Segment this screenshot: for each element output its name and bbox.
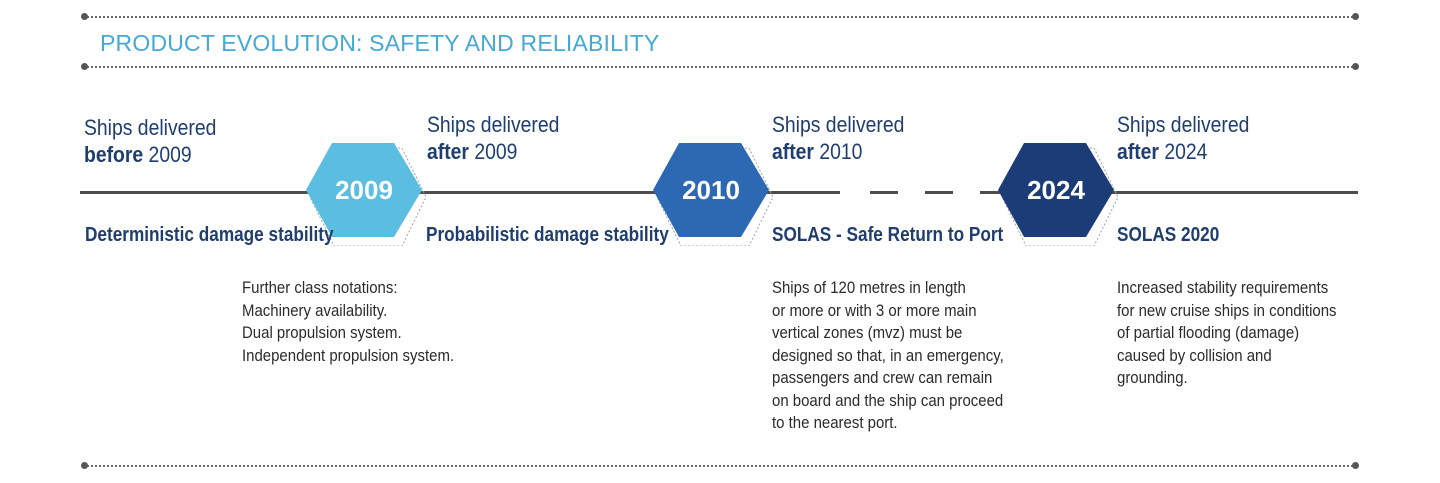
note-line: Increased stability requirements	[1117, 278, 1329, 297]
timeline-dash	[760, 191, 840, 194]
note-line: on board and the ship can proceed	[772, 390, 1004, 410]
note-line: grounding.	[1117, 368, 1188, 387]
divider-dot	[81, 63, 88, 70]
stage-heading-year: 2010	[813, 139, 863, 164]
note-line: or more or with 3 or more main	[772, 300, 977, 320]
note-line: for new cruise ships in conditions	[1117, 300, 1337, 320]
title-divider	[84, 66, 1356, 68]
timeline-dash	[980, 191, 1010, 194]
stage-heading-year: 2024	[1158, 139, 1208, 164]
stage-heading-line: Ships delivered	[84, 115, 217, 140]
stage-heading-line: Ships delivered	[427, 112, 560, 137]
milestone-year: 2009	[335, 175, 393, 205]
timeline-line	[1060, 191, 1358, 194]
divider-dot	[1352, 63, 1359, 70]
stage-heading-line: Ships delivered	[1117, 112, 1250, 137]
note-line: Further class notations:	[242, 278, 398, 297]
note-line: Independent propulsion system.	[242, 345, 455, 365]
stage-heading: Ships delivered before 2009	[84, 114, 216, 168]
stage-heading-year: 2009	[143, 142, 192, 167]
page-title: PRODUCT EVOLUTION: SAFETY AND RELIABILIT…	[100, 30, 660, 56]
divider-dot	[1352, 13, 1359, 20]
stage-heading-line: after 2010	[772, 138, 904, 165]
stage-heading-bold: before	[84, 142, 144, 167]
note-line: to the nearest port.	[772, 413, 898, 432]
stage-heading-line: before 2009	[84, 141, 216, 168]
note-line: Dual propulsion system.	[242, 323, 402, 342]
safe-return-note: Ships of 120 metres in length or more or…	[772, 277, 1004, 435]
note-line: passengers and crew can remain	[772, 368, 993, 387]
stage-label: Probabilistic damage stability	[426, 224, 669, 246]
stage-label: SOLAS - Safe Return to Port	[772, 224, 1004, 246]
divider-dot	[81, 462, 88, 469]
milestone-2009: 2009	[306, 143, 427, 246]
bottom-divider	[84, 465, 1356, 467]
class-notations-note: Further class notations: Machinery avail…	[242, 277, 454, 367]
milestone-year: 2024	[1027, 175, 1085, 205]
note-line: vertical zones (mvz) must be	[772, 323, 963, 342]
stage-heading-line: after 2009	[427, 138, 559, 165]
stage-heading: Ships delivered after 2009	[427, 111, 559, 165]
solas-2020-note: Increased stability requirements for new…	[1117, 277, 1337, 390]
note-line: Machinery availability.	[242, 300, 388, 320]
stage-heading-bold: after	[772, 139, 814, 164]
stage-label: SOLAS 2020	[1117, 224, 1220, 246]
stage-heading-year: 2009	[468, 139, 518, 164]
stage-heading-bold: after	[427, 139, 469, 164]
milestone-2024: 2024	[998, 143, 1119, 246]
milestone-2010: 2010	[653, 143, 774, 246]
milestone-year: 2010	[682, 175, 740, 205]
timeline-dash	[925, 191, 953, 194]
stage-heading-line: Ships delivered	[772, 112, 905, 137]
divider-dot	[1352, 462, 1359, 469]
note-line: Ships of 120 metres in length	[772, 278, 966, 297]
stage-heading-bold: after	[1117, 139, 1159, 164]
timeline-dash	[870, 191, 898, 194]
top-divider	[84, 16, 1356, 18]
stage-heading: Ships delivered after 2024	[1117, 111, 1249, 165]
timeline-line	[80, 191, 1070, 194]
stage-label: Deterministic damage stability	[85, 224, 334, 246]
stage-heading-line: after 2024	[1117, 138, 1249, 165]
stage-heading: Ships delivered after 2010	[772, 111, 904, 165]
note-line: designed so that, in an emergency,	[772, 345, 1004, 365]
divider-dot	[81, 13, 88, 20]
note-line: of partial flooding (damage)	[1117, 323, 1300, 342]
note-line: caused by collision and	[1117, 345, 1272, 365]
